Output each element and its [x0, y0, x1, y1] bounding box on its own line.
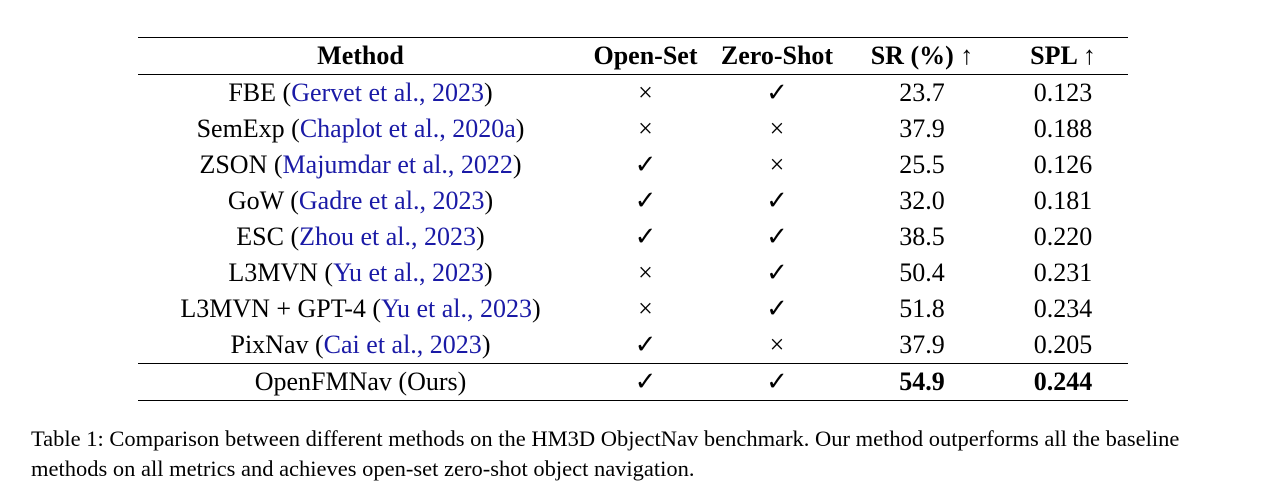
open-set-mark: ✓ [634, 150, 657, 179]
citation-link[interactable]: Yu et al., 2023 [381, 294, 533, 323]
table-row: PixNav (Cai et al., 2023) ✓ × 37.9 0.205 [138, 327, 1128, 364]
open-set-mark: × [638, 294, 653, 323]
spl-value: 0.234 [1033, 294, 1093, 323]
zero-shot-mark: ✓ [766, 222, 788, 251]
table-row: L3MVN + GPT-4 (Yu et al., 2023) × ✓ 51.8 0.2… [138, 291, 1128, 327]
citation-link[interactable]: Cai et al., 2023 [323, 330, 482, 359]
citation-link[interactable]: Majumdar et al., 2022 [282, 150, 513, 179]
header-zero-shot: Zero-Shot [708, 37, 846, 75]
sr-value: 37.9 [899, 114, 945, 143]
method-name: L3MVN + GPT-4 [180, 294, 366, 323]
method-name: SemExp [196, 114, 285, 143]
spl-value: 0.244 [998, 363, 1128, 401]
method-cell: L3MVN (Yu et al., 2023) [228, 258, 493, 287]
open-set-mark: ✓ [634, 330, 657, 359]
zero-shot-mark: ✓ [766, 186, 788, 215]
sr-value: 25.5 [899, 150, 945, 179]
sr-value: 23.7 [899, 78, 945, 107]
spl-value: 0.123 [1033, 78, 1093, 107]
citation-link[interactable]: Gervet et al., 2023 [291, 78, 484, 107]
table-row: ESC (Zhou et al., 2023) ✓ ✓ 38.5 0.220 [138, 219, 1128, 255]
method-name: PixNav [230, 330, 309, 359]
table-row: SemExp (Chaplot et al., 2020a) × × 37.9 0.18… [138, 111, 1128, 147]
caption-text: Comparison between different methods on … [31, 426, 1180, 481]
citation-link[interactable]: Chaplot et al., 2020a [299, 114, 516, 143]
sr-value: 32.0 [899, 186, 945, 215]
citation-link[interactable]: Yu et al., 2023 [333, 258, 484, 287]
method-cell: L3MVN + GPT-4 (Yu et al., 2023) [180, 294, 541, 323]
header-open-set: Open-Set [583, 37, 708, 75]
table-row: ZSON (Majumdar et al., 2022) ✓ × 25.5 0.126 [138, 147, 1128, 183]
open-set-mark: ✓ [634, 222, 657, 251]
spl-value: 0.188 [1033, 114, 1093, 143]
method-cell: SemExp (Chaplot et al., 2020a) [196, 114, 525, 143]
spl-value: 0.205 [1033, 330, 1093, 359]
open-set-mark: × [638, 258, 653, 287]
results-table: Method Open-Set Zero-Shot SR (%) ↑ SPL ↑… [138, 37, 1128, 401]
method-name: GoW [227, 186, 284, 215]
spl-value: 0.126 [1033, 150, 1093, 179]
method-cell: ESC (Zhou et al., 2023) [236, 222, 485, 251]
table-row: GoW (Gadre et al., 2023) ✓ ✓ 32.0 0.181 [138, 183, 1128, 219]
spl-value: 0.220 [1033, 222, 1093, 251]
header-sr: SR (%) ↑ [846, 37, 998, 75]
method-name: ESC [236, 222, 284, 251]
method-name: ZSON [199, 150, 268, 179]
sr-value: 50.4 [899, 258, 945, 287]
sr-value: 54.9 [846, 363, 998, 401]
sr-value: 51.8 [899, 294, 945, 323]
header-spl: SPL ↑ [998, 37, 1128, 75]
table-row: L3MVN (Yu et al., 2023) × ✓ 50.4 0.231 [138, 255, 1128, 291]
spl-value: 0.231 [1033, 258, 1093, 287]
zero-shot-mark: ✓ [766, 258, 788, 287]
open-set-mark: × [638, 78, 653, 107]
method-cell: GoW (Gadre et al., 2023) [227, 186, 494, 215]
zero-shot-mark: × [769, 330, 785, 359]
sr-value: 37.9 [899, 330, 945, 359]
method-cell: FBE (Gervet et al., 2023) [228, 78, 493, 107]
method-cell: PixNav (Cai et al., 2023) [230, 330, 491, 359]
zero-shot-mark: ✓ [708, 363, 846, 401]
method-name: L3MVN [228, 258, 318, 287]
caption-label: Table 1: [31, 426, 104, 451]
zero-shot-mark: × [769, 150, 785, 179]
header-row: Method Open-Set Zero-Shot SR (%) ↑ SPL ↑ [138, 37, 1128, 75]
table-caption: Table 1: Comparison between different me… [31, 424, 1251, 484]
table-body: FBE (Gervet et al., 2023) × ✓ 23.7 0.123 SemE… [138, 75, 1128, 401]
header-method: Method [138, 37, 583, 75]
open-set-mark: ✓ [583, 363, 708, 401]
method-name: FBE [228, 78, 277, 107]
citation-link[interactable]: Zhou et al., 2023 [299, 222, 477, 251]
sr-value: 38.5 [899, 222, 945, 251]
table-row: FBE (Gervet et al., 2023) × ✓ 23.7 0.123 [138, 75, 1128, 112]
spl-value: 0.181 [1033, 186, 1093, 215]
open-set-mark: ✓ [634, 186, 657, 215]
method-cell: ZSON (Majumdar et al., 2022) [199, 150, 522, 179]
method-cell: OpenFMNav (Ours) [138, 363, 583, 401]
zero-shot-mark: ✓ [766, 294, 788, 323]
ours-row: OpenFMNav (Ours) ✓ ✓ 54.9 0.244 [138, 363, 1128, 401]
zero-shot-mark: × [769, 114, 785, 143]
open-set-mark: × [638, 114, 653, 143]
citation-link[interactable]: Gadre et al., 2023 [298, 186, 485, 215]
zero-shot-mark: ✓ [766, 78, 788, 107]
